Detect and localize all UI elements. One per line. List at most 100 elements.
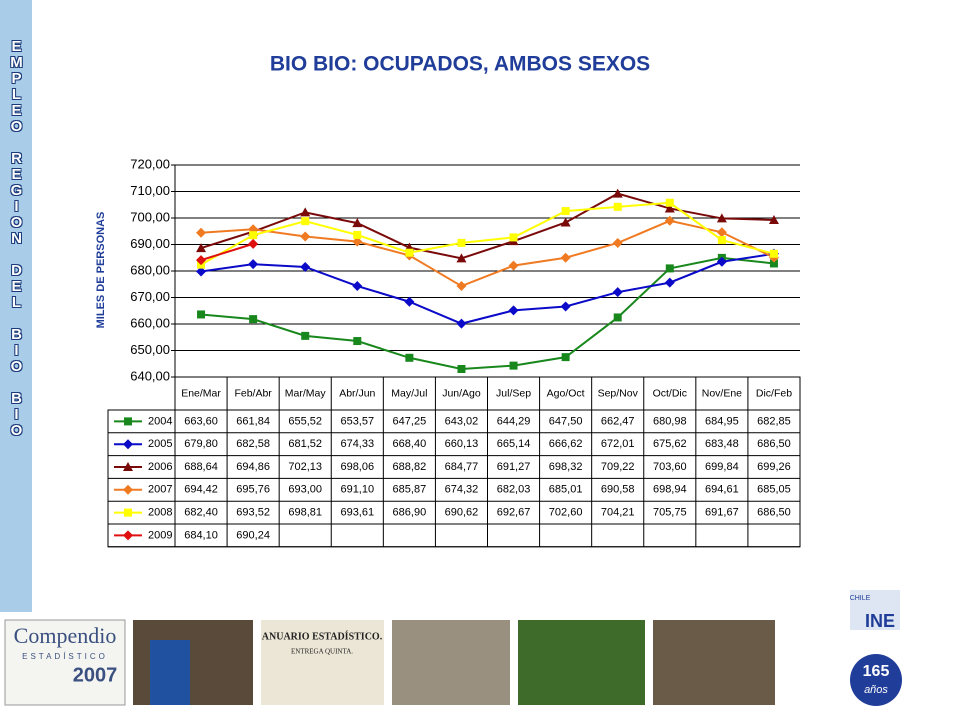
point	[716, 256, 727, 267]
series-line	[200, 252, 775, 325]
table-value: 703,60	[653, 461, 687, 473]
logo-text: años	[864, 684, 888, 696]
table-value: 682,85	[757, 415, 791, 427]
table-value: 685,01	[549, 484, 583, 496]
table-value: 686,50	[757, 507, 791, 519]
table-value: 690,24	[236, 529, 270, 541]
point	[248, 238, 259, 249]
point	[664, 277, 675, 288]
table-value: 691,67	[705, 507, 739, 519]
point	[560, 217, 571, 227]
logo	[850, 590, 900, 630]
photo	[392, 620, 510, 705]
point	[353, 337, 362, 346]
table-value: 693,61	[340, 507, 374, 519]
point	[249, 315, 258, 324]
point	[665, 198, 674, 207]
x-tick-label: Nov/Ene	[702, 387, 742, 399]
point	[664, 215, 675, 226]
side-label: EMPLEO REGION DEL BIO BIO	[8, 38, 25, 438]
table-value: 675,62	[653, 438, 687, 450]
y-tick-label: 710,00	[130, 183, 170, 198]
table-value: 685,05	[757, 484, 791, 496]
logo-text: Compendio	[14, 623, 117, 648]
point	[509, 361, 518, 370]
table-value: 702,60	[549, 507, 583, 519]
table-value: 690,62	[445, 507, 479, 519]
point	[300, 207, 311, 217]
point	[456, 318, 467, 329]
point	[665, 264, 674, 273]
point	[508, 260, 519, 271]
table-value: 693,52	[236, 507, 270, 519]
table-value: 647,50	[549, 415, 583, 427]
table-value: 684,77	[445, 461, 479, 473]
table-value: 699,26	[757, 461, 791, 473]
logo-text: INE	[865, 611, 895, 631]
table-value: 698,32	[549, 461, 583, 473]
table-value: 684,95	[705, 415, 739, 427]
point	[456, 253, 467, 263]
legend-marker	[123, 530, 133, 541]
table-value: 692,67	[497, 507, 531, 519]
point	[560, 301, 571, 312]
point	[560, 252, 571, 263]
x-tick-label: Jul/Sep	[496, 387, 531, 399]
table-value: 698,94	[653, 484, 687, 496]
table-value: 698,81	[288, 507, 322, 519]
point	[716, 227, 727, 238]
table-value: 653,57	[340, 415, 374, 427]
table-value: 693,00	[288, 484, 322, 496]
x-tick-label: Jun/Ago	[442, 387, 481, 399]
table-value: 674,33	[340, 438, 374, 450]
point	[196, 243, 207, 253]
logo-text: 165	[863, 663, 890, 680]
point	[716, 213, 727, 223]
point	[352, 281, 363, 292]
table-value: 694,61	[705, 484, 739, 496]
point	[353, 230, 362, 239]
series-line	[200, 256, 775, 371]
table-value: 686,50	[757, 438, 791, 450]
table-value: 647,25	[393, 415, 427, 427]
point	[352, 236, 363, 247]
table-value: 682,03	[497, 484, 531, 496]
point	[508, 305, 519, 316]
legend-marker	[123, 439, 133, 450]
table-value: 682,58	[236, 438, 270, 450]
series-line	[200, 242, 254, 262]
photo-text: ANUARIO ESTADÍSTICO.	[262, 630, 383, 642]
y-tick-label: 700,00	[130, 209, 170, 224]
side-strip: EMPLEO REGION DEL BIO BIO	[0, 0, 32, 612]
table-value: 699,84	[705, 461, 739, 473]
legend-marker	[124, 417, 132, 426]
x-tick-label: Mar/May	[285, 387, 327, 399]
x-tick-label: Dic/Feb	[756, 387, 792, 399]
point	[196, 227, 207, 238]
photo	[261, 620, 384, 705]
y-tick-label: 650,00	[130, 342, 170, 357]
y-tick-label: 690,00	[130, 236, 170, 251]
table-value: 662,47	[601, 415, 635, 427]
legend-label: 2008	[148, 507, 172, 519]
point	[197, 310, 206, 319]
point	[405, 353, 414, 362]
point	[612, 237, 623, 248]
point	[456, 281, 467, 292]
point	[612, 287, 623, 298]
legend-label: 2005	[148, 438, 172, 450]
x-tick-label: Sep/Nov	[598, 387, 639, 399]
point	[301, 217, 310, 226]
legend-marker	[123, 462, 133, 471]
point	[509, 233, 518, 242]
y-tick-label: 720,00	[130, 156, 170, 171]
table-value: 666,62	[549, 438, 583, 450]
legend-label: 2007	[148, 484, 172, 496]
photo-detail	[150, 640, 190, 705]
table-value: 683,48	[705, 438, 739, 450]
photo-text: ENTREGA QUINTA.	[291, 648, 353, 656]
table-value: 643,02	[445, 415, 479, 427]
table-value: 690,58	[601, 484, 635, 496]
y-tick-label: 660,00	[130, 315, 170, 330]
